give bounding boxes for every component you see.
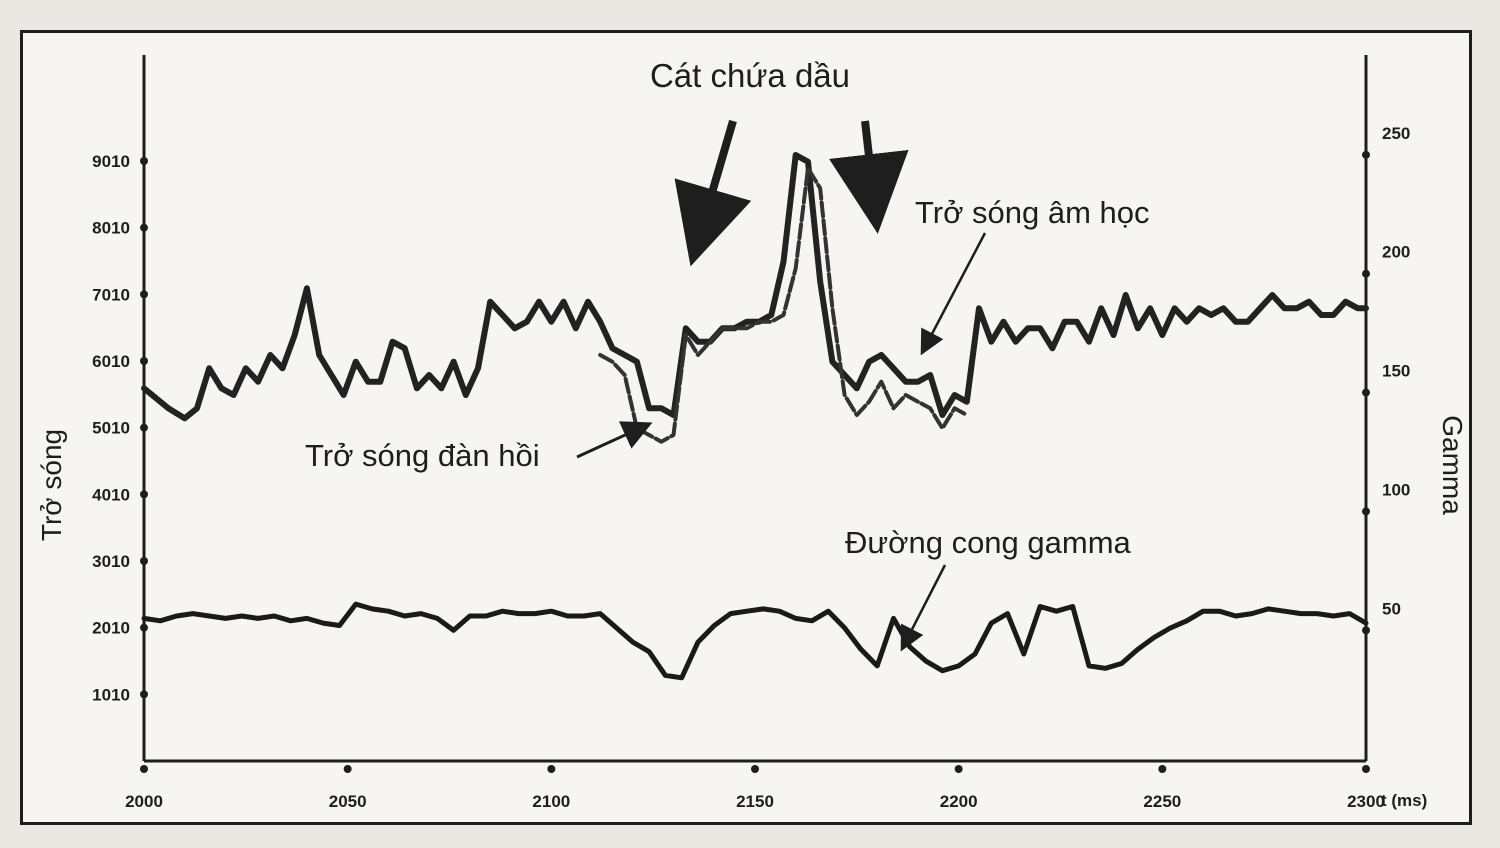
y-left-tick-label: 5010 xyxy=(92,419,130,438)
chart-svg: Cát chứa dầu Trở sóng Gamma t (ms) 1010 2… xyxy=(36,55,1468,811)
y-left-tick-mark xyxy=(140,290,148,299)
y-axis-left-title: Trở sóng xyxy=(36,429,67,541)
chart-frame: Cát chứa dầu Trở sóng Gamma t (ms) 1010 2… xyxy=(20,30,1472,825)
series-line-1 xyxy=(598,166,969,444)
x-axis-title: t (ms) xyxy=(1381,791,1427,810)
y-left-tick-mark xyxy=(140,557,148,565)
chart-title: Cát chứa dầu xyxy=(650,57,850,94)
y-left-tick-label: 9010 xyxy=(92,152,130,171)
y-right-tick-label: 150 xyxy=(1382,362,1410,381)
y-right-tick-label: 250 xyxy=(1382,124,1410,143)
annotation-elastic-impedance: Trở sóng đàn hồi xyxy=(305,421,653,473)
x-tick-label: 2300 xyxy=(1347,792,1385,811)
x-tick-label: 2250 xyxy=(1143,792,1181,811)
y-left-tick-mark xyxy=(140,223,148,232)
x-tick-mark xyxy=(140,765,148,773)
x-tick-mark xyxy=(547,765,556,773)
y-right-tick-label: 50 xyxy=(1382,599,1401,618)
x-tick-label: 2150 xyxy=(736,792,774,811)
annotation-acoustic-impedance: Trở sóng âm học xyxy=(915,195,1150,356)
y-left-tick-mark xyxy=(140,690,148,699)
annotation-arrow xyxy=(829,120,909,234)
annotation-gamma-curve: Đường cong gamma xyxy=(845,525,1132,652)
annotation-arrow xyxy=(576,421,653,459)
annotation-acoustic-label: Trở sóng âm học xyxy=(915,195,1150,230)
annotation-arrow xyxy=(674,119,752,267)
y-left-tick-mark xyxy=(140,423,148,432)
x-tick-mark xyxy=(954,765,963,773)
annotation-oil-sand xyxy=(674,119,909,267)
annotation-arrow xyxy=(920,232,987,356)
x-tick-mark xyxy=(751,765,759,773)
y-left-tick-label: 8010 xyxy=(92,219,130,238)
x-tick-label: 2000 xyxy=(125,792,163,811)
y-right-tick-mark xyxy=(1362,269,1370,278)
annotation-arrow xyxy=(900,564,947,652)
series-line-2 xyxy=(141,601,1369,681)
y-left-tick-label: 6010 xyxy=(92,352,130,371)
x-tick-mark xyxy=(1158,765,1167,773)
y-right-tick-mark xyxy=(1362,150,1370,159)
x-tick-mark xyxy=(1362,765,1370,773)
y-left-tick-mark xyxy=(140,157,148,165)
y-left-tick-label: 4010 xyxy=(92,485,130,504)
y-left-tick-label: 7010 xyxy=(92,285,130,304)
annotation-gamma-label: Đường cong gamma xyxy=(845,525,1132,560)
y-left-tick-mark xyxy=(140,357,148,365)
y-left-tick-label: 3010 xyxy=(92,552,130,571)
y-right-tick-mark xyxy=(1362,507,1370,516)
y-left-tick-mark xyxy=(140,490,148,499)
series-line-0 xyxy=(141,152,1369,422)
chart-marks: 1010 2010 3010 4010 5010 6010 7010 8010 9010 50 10… xyxy=(92,55,1410,811)
annotation-elastic-label: Trở sóng đàn hồi xyxy=(305,438,540,473)
x-tick-label: 2200 xyxy=(940,792,978,811)
y-right-tick-mark xyxy=(1362,626,1370,635)
y-left-tick-mark xyxy=(140,623,148,632)
y-left-tick-label: 2010 xyxy=(92,619,130,638)
y-right-tick-label: 200 xyxy=(1382,243,1410,262)
y-right-tick-mark xyxy=(1362,388,1370,397)
y-axis-right-title: Gamma xyxy=(1437,415,1468,515)
y-right-tick-label: 100 xyxy=(1382,480,1410,499)
x-tick-mark xyxy=(343,765,352,773)
x-tick-label: 2100 xyxy=(532,792,570,811)
x-tick-label: 2050 xyxy=(329,792,367,811)
y-left-tick-label: 1010 xyxy=(92,685,130,704)
